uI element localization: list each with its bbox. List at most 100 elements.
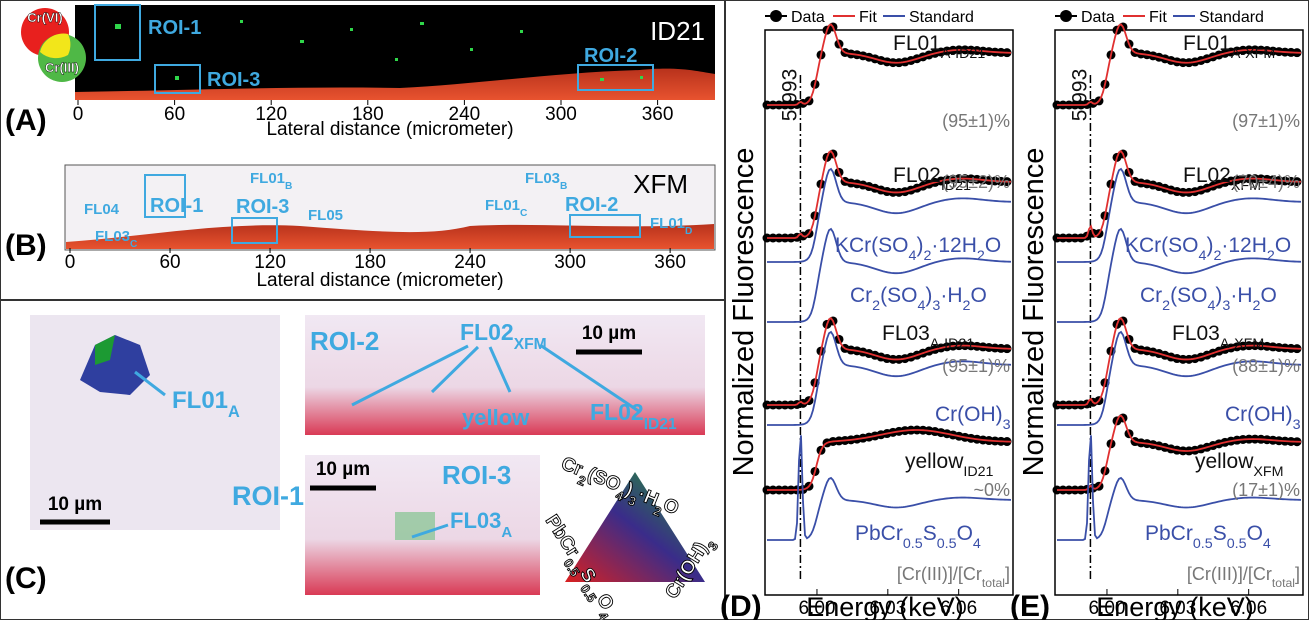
text-part: FL01	[485, 197, 520, 214]
spot-label: FL04	[84, 201, 120, 218]
text-part: ]	[1005, 564, 1010, 584]
legend-overlap	[40, 33, 71, 59]
subscript: 4	[1263, 536, 1271, 552]
arrows	[351, 343, 641, 414]
spot-label: FL05	[308, 207, 343, 224]
text-part: KCr(SO	[835, 234, 909, 257]
text-part: PbCr	[541, 511, 584, 561]
x-tick-label: 6.06	[940, 598, 977, 619]
text-part: PbCr	[855, 522, 903, 545]
subscript: 4	[909, 248, 917, 264]
roi-label: ROI-2	[584, 45, 637, 67]
panel-label: (E)	[1010, 590, 1050, 620]
x-tick-label: 120	[255, 104, 287, 125]
subscript: 2	[1267, 248, 1275, 264]
standard-line	[1057, 330, 1302, 426]
fit-line	[1057, 414, 1302, 491]
standard-line	[767, 227, 1012, 323]
legend-label: Cr(VI)	[27, 10, 62, 25]
trace-label: FL01A-ID21	[893, 32, 985, 62]
subscript: A-XFM	[1220, 336, 1264, 352]
text-part: FL02	[1183, 164, 1231, 187]
legend-label: Cr(III)	[45, 60, 79, 75]
text-part: Cr	[850, 284, 872, 307]
badge: ID21	[650, 16, 705, 46]
marker-label: 5.993	[778, 69, 801, 122]
fit-line	[1057, 23, 1302, 106]
text-part: FL02	[460, 319, 514, 345]
roi-box	[94, 4, 141, 61]
panel-label: (B)	[5, 229, 47, 262]
text-part: )	[1206, 234, 1213, 257]
fit-line	[1057, 316, 1302, 406]
spot-label: FL02ID21	[590, 399, 677, 433]
subscript: 2	[872, 298, 880, 314]
text-part: FL01	[250, 170, 285, 187]
arrow	[134, 370, 166, 397]
roi-label: ROI-2	[310, 326, 379, 356]
arrow	[411, 523, 449, 539]
fraction-label: (17±1)%	[1232, 480, 1300, 500]
trace-label: yellowID21	[905, 450, 994, 480]
standard-line	[767, 435, 1012, 541]
roi-label: ROI-3	[442, 460, 511, 490]
subscript: 4	[973, 536, 981, 552]
spectra: 6.00 6.03 6.06 5.993 Data Fit Standard Normaliz…	[720, 9, 1304, 620]
map-red	[66, 224, 714, 249]
text-part: FL01	[172, 387, 228, 414]
fraction-label: (97±1)%	[1232, 111, 1300, 131]
x-tick-label: 60	[159, 252, 180, 273]
text-part: FL05	[308, 207, 343, 224]
ratio-label: [Cr(III)]/[Crtotal]	[1187, 564, 1300, 590]
subscript: A	[228, 403, 240, 421]
trace-label: Cr2(SO4)3·H2O	[1140, 284, 1277, 314]
panel-label: (C)	[5, 562, 47, 595]
subscript: ID21	[941, 178, 971, 194]
legend-label: Fit	[859, 9, 877, 26]
text-part: FL01	[1183, 32, 1231, 55]
text-part: O	[1260, 284, 1276, 307]
x-axis-label: Energy (keV)	[806, 592, 964, 620]
panel-label: (A)	[5, 104, 47, 137]
subscript: C	[130, 239, 138, 250]
fraction-label: (95±1)%	[942, 356, 1010, 376]
text-part: FL02	[893, 164, 941, 187]
subscript: XFM	[1253, 464, 1283, 480]
x-tick-label: 360	[642, 104, 674, 125]
legend-label: Data	[791, 9, 825, 26]
text-part: O	[1275, 234, 1291, 257]
text-part: FL03	[1172, 322, 1220, 345]
roi-image	[305, 315, 705, 435]
subscript: XFM	[1231, 178, 1261, 194]
standard-line	[1057, 167, 1302, 263]
text-part: KCr(SO	[1125, 234, 1199, 257]
subscript: A-ID21	[930, 336, 974, 352]
text-part: [Cr(III)]/[Cr	[1187, 564, 1272, 584]
spot-label: FL03A	[450, 508, 512, 541]
subscript: A	[501, 524, 512, 541]
fraction-label: ~0%	[973, 480, 1010, 500]
text-part: ·12H	[931, 234, 977, 257]
trace-label: PbCr0.5S0.5O4	[855, 522, 981, 552]
panel-b: ROI-1 ROI-3 ROI-2 FL01B FL04 FL03C FL05 …	[5, 164, 716, 291]
standard-line	[1057, 227, 1302, 323]
legend-label: Data	[1081, 9, 1115, 26]
subscript: A-XFM	[1231, 46, 1275, 62]
text-part: FL03	[95, 228, 130, 245]
legend-label: Standard	[909, 9, 974, 26]
subscript: total	[1272, 576, 1295, 590]
subscript: 4	[1199, 248, 1207, 264]
trace-label: FL02ID21	[893, 164, 971, 194]
plot-frame	[1054, 29, 1304, 596]
text-part: Cr	[1140, 284, 1162, 307]
trace-label: KCr(SO4)2·12H2O	[835, 234, 1001, 264]
legend-label: Standard	[1199, 9, 1264, 26]
text-part: S	[923, 522, 937, 545]
spectra-panel: 6.00 6.03 6.06 5.993 Data Fit Standard Normaliz…	[1010, 9, 1304, 620]
text-part: PbCr	[1145, 522, 1193, 545]
text-part: (SO	[880, 284, 917, 307]
roi-box	[144, 174, 186, 218]
subscript: total	[982, 576, 1005, 590]
text-part: O	[1247, 522, 1263, 545]
